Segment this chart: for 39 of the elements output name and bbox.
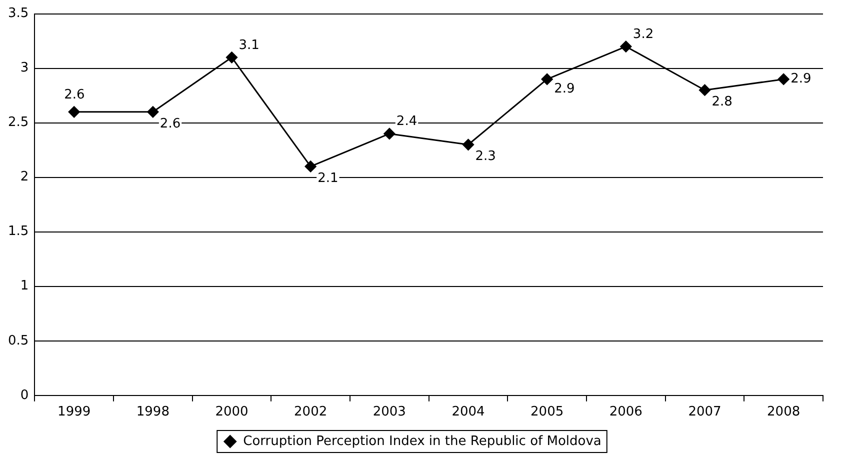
y-tick-label: 1.5 xyxy=(8,224,29,240)
point xyxy=(147,106,159,118)
data-label: 3.1 xyxy=(238,38,260,53)
data-label: 2.3 xyxy=(475,149,496,164)
y-tick-label: 3 xyxy=(20,60,29,76)
y-tick-label: 2.5 xyxy=(8,115,29,130)
point xyxy=(304,160,316,172)
data-label: 2.8 xyxy=(712,94,732,110)
data-label: 2.1 xyxy=(318,170,338,186)
point xyxy=(462,138,474,150)
y-tick-label: 1 xyxy=(20,278,29,294)
point xyxy=(384,128,396,140)
data-label: 2.4 xyxy=(396,114,418,130)
x-tick-label: 2006 xyxy=(609,404,642,420)
point xyxy=(226,52,238,64)
data-label: 2.9 xyxy=(790,72,812,87)
y-tick-label: 3.5 xyxy=(8,6,29,22)
x-tick-label: 2003 xyxy=(372,404,406,420)
point xyxy=(541,73,553,85)
x-tick-label: 2005 xyxy=(530,404,564,420)
x-tick-label: 1999 xyxy=(58,404,91,420)
x-tick-label: 1998 xyxy=(136,404,170,420)
data-label: 2.9 xyxy=(554,82,575,97)
x-tick-label: 2000 xyxy=(215,404,248,420)
data-label: 3.2 xyxy=(632,26,654,42)
y-tick-label: 0.5 xyxy=(8,333,29,348)
x-tick-label: 2002 xyxy=(294,404,328,420)
x-tick-label: 2008 xyxy=(767,404,800,420)
legend-label: Corruption Perception Index in the Republic of Moldova xyxy=(243,434,602,449)
point xyxy=(620,40,632,52)
y-tick-label: 0 xyxy=(20,388,29,403)
x-tick-label: 2004 xyxy=(452,404,485,420)
point xyxy=(68,106,80,118)
data-label: 2.6 xyxy=(160,116,181,132)
y-tick-label: 2 xyxy=(20,170,29,185)
point xyxy=(778,73,790,85)
x-tick-label: 2007 xyxy=(688,404,722,420)
data-label: 2.6 xyxy=(64,87,85,102)
point xyxy=(699,84,710,96)
